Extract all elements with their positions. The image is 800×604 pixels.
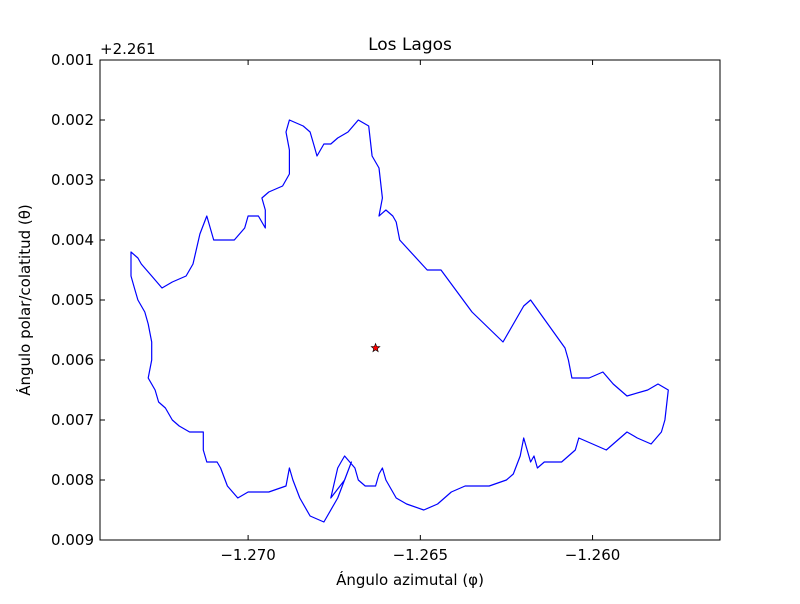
y-tick-label: 0.006 [51, 351, 94, 369]
centroid-star-marker [370, 342, 381, 353]
x-tick-label: −1.260 [565, 546, 621, 564]
y-tick-label: 0.009 [51, 531, 94, 549]
y-axis-label: Ángulo polar/colatitud (θ) [16, 204, 34, 396]
x-axis-label: Ángulo azimutal (φ) [336, 571, 484, 589]
chart-title: Los Lagos [368, 35, 452, 55]
boundary-line [130, 119, 669, 523]
y-tick-label: 0.005 [51, 291, 94, 309]
axis-ticks: −1.270 −1.265 −1.260 0.001 0.002 0.003 0.004 0.… [51, 51, 720, 564]
y-offset-label: +2.261 [100, 40, 156, 58]
y-tick-label: 0.002 [51, 111, 94, 129]
series-group [130, 119, 669, 523]
x-tick-label: −1.265 [393, 546, 449, 564]
y-tick-label: 0.001 [51, 51, 94, 69]
y-tick-label: 0.008 [51, 471, 94, 489]
x-tick-label: −1.270 [220, 546, 276, 564]
y-tick-label: 0.004 [51, 231, 94, 249]
y-tick-label: 0.003 [51, 171, 94, 189]
y-tick-label: 0.007 [51, 411, 94, 429]
axes-frame [99, 59, 721, 541]
